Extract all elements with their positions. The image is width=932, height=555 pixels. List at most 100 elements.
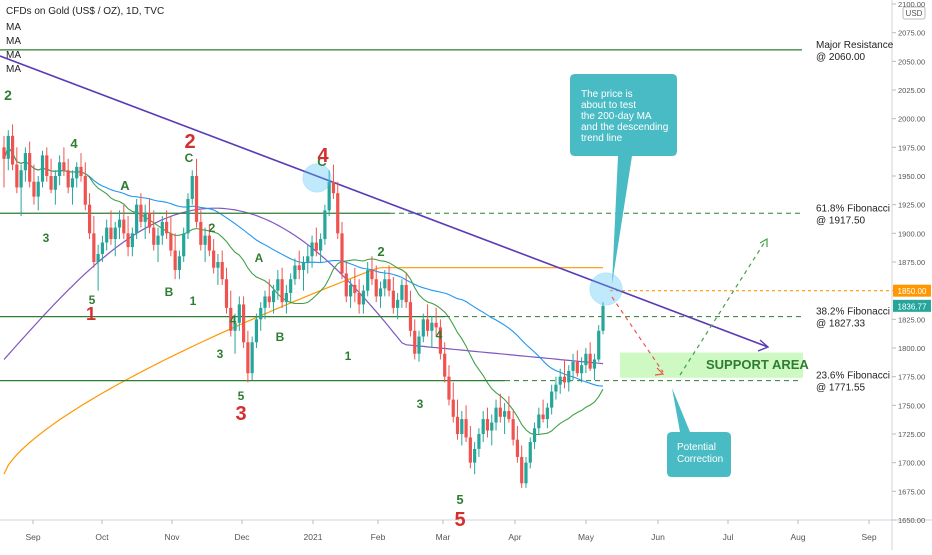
candle-body bbox=[28, 153, 32, 182]
candle-body bbox=[378, 288, 383, 297]
candle-body bbox=[164, 221, 169, 234]
ma-200-line bbox=[3, 267, 603, 475]
candle-body bbox=[169, 233, 173, 251]
callout-test-box bbox=[570, 74, 677, 284]
callout-correction-box bbox=[667, 388, 731, 477]
candle-body bbox=[383, 279, 387, 289]
candle-body bbox=[387, 279, 391, 291]
highlight-circle-c bbox=[302, 163, 332, 193]
x-tick-label: Jul bbox=[723, 532, 734, 542]
candle-body bbox=[271, 290, 276, 303]
plot-area bbox=[0, 0, 892, 520]
level-label: Major Resistance bbox=[816, 40, 894, 51]
callout-test-text: and the descending bbox=[581, 122, 668, 133]
candle-body bbox=[87, 204, 92, 234]
candle-body bbox=[10, 135, 15, 165]
wave-label: 4 bbox=[317, 145, 329, 167]
candle-body bbox=[267, 296, 271, 303]
candle-body bbox=[447, 376, 451, 400]
wave-label: B bbox=[165, 285, 174, 299]
x-tick-label: Aug bbox=[790, 532, 805, 542]
candle-body bbox=[23, 153, 27, 171]
y-tick-label: 1775.00 bbox=[898, 373, 925, 382]
candle-body bbox=[36, 181, 40, 197]
candle-body bbox=[310, 242, 314, 257]
x-tick-label: Apr bbox=[508, 532, 521, 542]
ma-20-line bbox=[3, 146, 604, 436]
candle-body bbox=[45, 155, 49, 176]
candle-body bbox=[70, 178, 75, 188]
y-tick-label: 2075.00 bbox=[898, 29, 925, 38]
candle-body bbox=[242, 304, 246, 343]
x-tick-label: Oct bbox=[95, 532, 109, 542]
candle-body bbox=[100, 242, 105, 254]
candle-body bbox=[233, 322, 237, 331]
y-tick-label: 1800.00 bbox=[898, 344, 925, 353]
candle-body bbox=[40, 155, 45, 182]
candle-body bbox=[588, 353, 592, 369]
candle-body bbox=[451, 399, 455, 417]
y-tick-label: 1700.00 bbox=[898, 459, 925, 468]
wave-label: 1 bbox=[86, 304, 96, 324]
candle-body bbox=[558, 376, 562, 385]
candle-body bbox=[216, 262, 220, 268]
candle-body bbox=[190, 176, 194, 199]
y-tick-label: 2100.00 bbox=[898, 0, 925, 9]
ma-100-line bbox=[3, 207, 604, 365]
price-badge bbox=[893, 284, 931, 297]
candle-body bbox=[340, 233, 344, 274]
projection-down-arrow bbox=[654, 367, 665, 376]
candle-body bbox=[323, 210, 327, 240]
candle-body bbox=[182, 233, 186, 257]
candle-body bbox=[537, 414, 541, 429]
wave-label: 4 bbox=[436, 328, 443, 342]
candle-body bbox=[592, 359, 597, 369]
candle-body bbox=[229, 307, 233, 331]
candle-body bbox=[477, 434, 481, 449]
candle-body bbox=[199, 221, 203, 245]
callout-correction-text: Correction bbox=[677, 454, 723, 465]
support-zone-label: SUPPORT AREA bbox=[706, 357, 809, 372]
candle-body bbox=[575, 361, 579, 374]
candle-body bbox=[126, 233, 130, 248]
candle-body bbox=[391, 290, 395, 308]
callout-test-text: the 200-day MA bbox=[581, 111, 652, 122]
candle-body bbox=[284, 292, 288, 303]
candle-body bbox=[571, 361, 575, 371]
highlight-circle-test bbox=[589, 272, 623, 306]
candle-body bbox=[507, 411, 511, 420]
candle-body bbox=[425, 319, 430, 331]
level-label: @ 1771.55 bbox=[816, 383, 866, 394]
candle-body bbox=[83, 176, 87, 205]
y-tick-label: 1825.00 bbox=[898, 315, 925, 324]
price-badge-label: 1850.00 bbox=[898, 287, 927, 296]
candle-body bbox=[327, 181, 331, 211]
candle-body bbox=[32, 181, 36, 197]
candle-body bbox=[366, 270, 370, 291]
candle-body bbox=[203, 235, 207, 245]
candle-body bbox=[177, 256, 182, 271]
candle-body bbox=[550, 391, 554, 408]
price-badge-label: 1836.77 bbox=[898, 302, 927, 311]
wave-label: 5 bbox=[89, 293, 96, 307]
candle-body bbox=[194, 176, 199, 222]
y-tick-label: 1950.00 bbox=[898, 172, 925, 181]
wave-label: 5 bbox=[454, 509, 465, 531]
x-tick-label: Nov bbox=[164, 532, 180, 542]
candle-body bbox=[293, 265, 297, 280]
level-label: 61.8% Fibonacci bbox=[816, 203, 890, 214]
wave-label: A bbox=[255, 251, 264, 265]
candle-body bbox=[524, 462, 528, 484]
candle-body bbox=[430, 322, 434, 331]
wave-label: 1 bbox=[345, 349, 352, 363]
candle-body bbox=[511, 419, 515, 440]
candle-body bbox=[250, 342, 254, 374]
candle-body bbox=[75, 166, 79, 179]
y-tick-label: 2000.00 bbox=[898, 115, 925, 124]
candle-body bbox=[408, 302, 413, 331]
candle-body bbox=[515, 439, 520, 457]
wave-label: C bbox=[185, 151, 194, 165]
candle-body bbox=[348, 284, 353, 297]
